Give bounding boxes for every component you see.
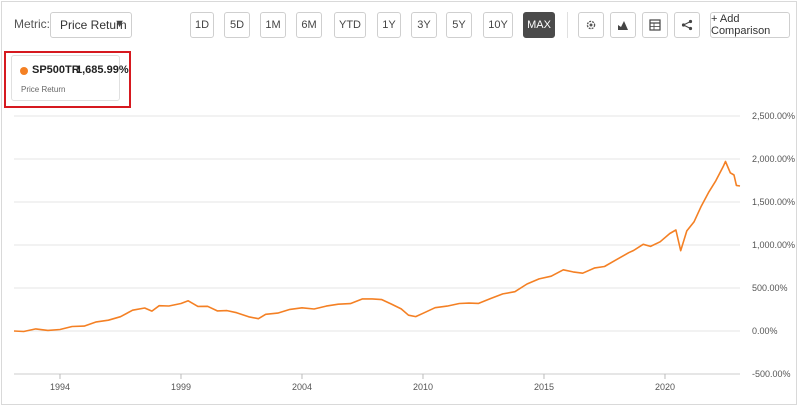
settings-button[interactable] — [578, 12, 604, 38]
range-button-ytd[interactable]: YTD — [334, 12, 366, 38]
range-button-max[interactable]: MAX — [523, 12, 555, 38]
x-tick-label: 1994 — [50, 382, 70, 392]
x-tick-label: 2015 — [534, 382, 554, 392]
metric-label: Metric: — [14, 17, 50, 31]
series-color-dot — [20, 67, 28, 75]
highlight-annotation — [4, 51, 131, 108]
metric-select[interactable]: Price Return ▼ — [50, 12, 132, 38]
y-tick-label: 0.00% — [752, 326, 778, 336]
y-tick-label: 2,000.00% — [752, 154, 795, 164]
x-tick-label: 2004 — [292, 382, 312, 392]
legend-subtitle: Price Return — [21, 85, 66, 94]
range-button-1d[interactable]: 1D — [190, 12, 214, 38]
range-button-5y[interactable]: 5Y — [446, 12, 472, 38]
add-comparison-button[interactable]: + Add Comparison — [710, 12, 790, 38]
share-button[interactable] — [674, 12, 700, 38]
y-tick-label: -500.00% — [752, 369, 791, 379]
series-line-0 — [13, 160, 741, 333]
metric-select-value: Price Return — [60, 18, 127, 32]
chart-type-icon — [618, 21, 628, 30]
y-tick-label: 1,500.00% — [752, 197, 795, 207]
range-button-3y[interactable]: 3Y — [411, 12, 437, 38]
legend-value: 1,685.99% — [76, 64, 129, 76]
x-tick-label: 2010 — [413, 382, 433, 392]
range-button-5d[interactable]: 5D — [224, 12, 250, 38]
toolbar-divider — [567, 12, 568, 38]
gear-icon — [586, 20, 596, 30]
y-tick-label: 1,000.00% — [752, 240, 795, 250]
range-button-6m[interactable]: 6M — [296, 12, 322, 38]
table-icon — [649, 19, 661, 31]
chart-type-button[interactable] — [610, 12, 636, 38]
share-icon — [681, 19, 693, 31]
table-view-button[interactable] — [642, 12, 668, 38]
legend-card[interactable]: SP500TR 1,685.99% Price Return — [11, 55, 129, 101]
x-tick-label: 2020 — [655, 382, 675, 392]
range-button-1y[interactable]: 1Y — [377, 12, 401, 38]
range-button-1m[interactable]: 1M — [260, 12, 286, 38]
y-tick-label: 2,500.00% — [752, 111, 795, 121]
x-tick-label: 1999 — [171, 382, 191, 392]
chevron-down-icon: ▼ — [114, 18, 125, 30]
y-tick-label: 500.00% — [752, 283, 788, 293]
legend-symbol: SP500TR — [32, 64, 80, 76]
range-button-10y[interactable]: 10Y — [483, 12, 513, 38]
